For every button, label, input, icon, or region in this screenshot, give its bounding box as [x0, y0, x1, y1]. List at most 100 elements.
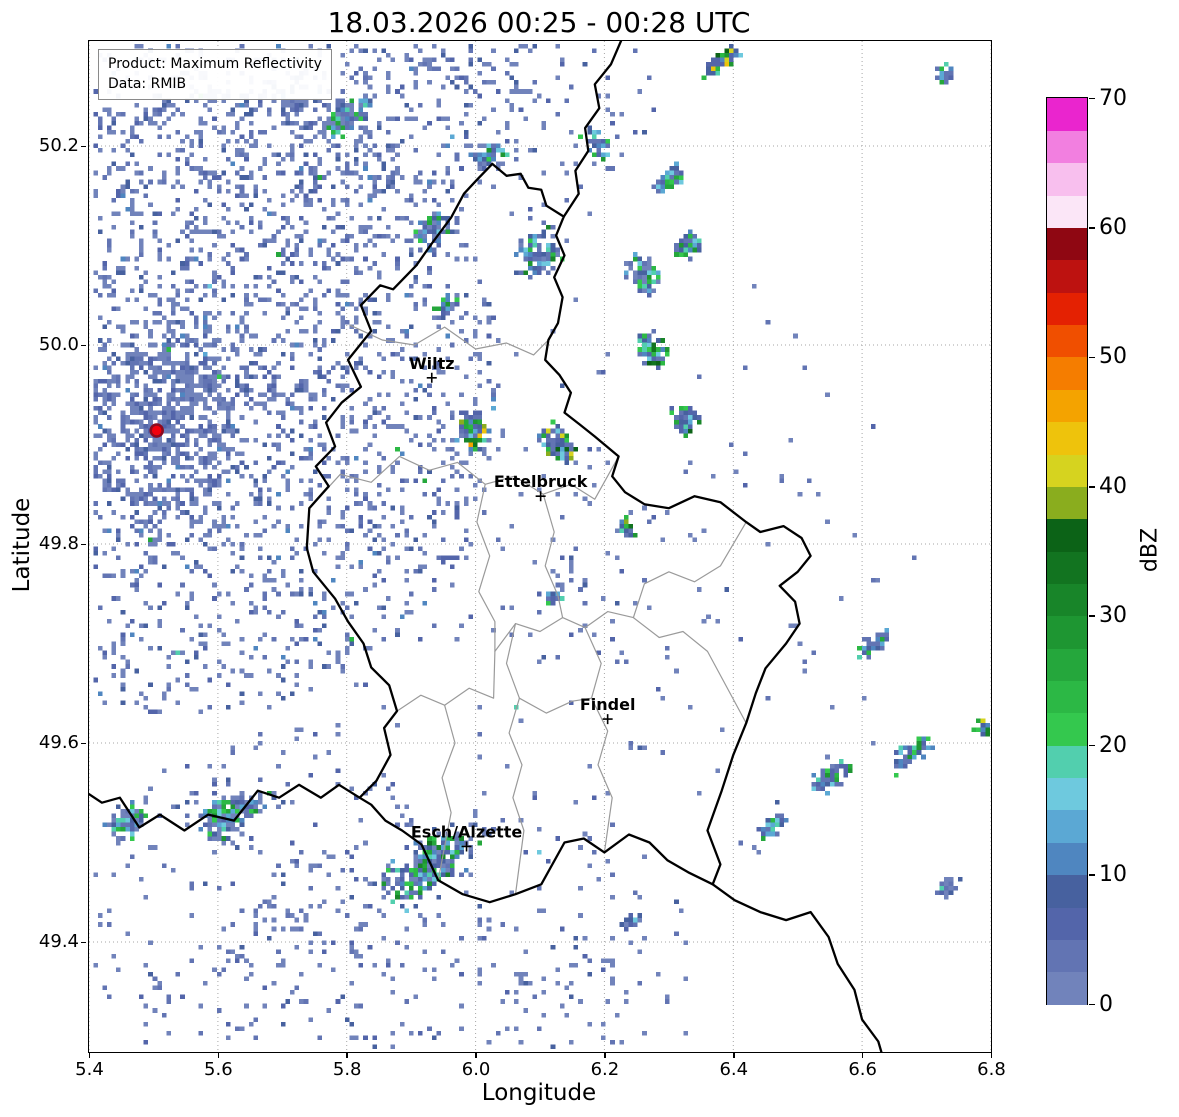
x-tick-mark: [604, 1053, 606, 1058]
district-border-line: [396, 611, 747, 724]
colorbar-band: [1047, 551, 1087, 584]
neighbor-border-line: [562, 41, 623, 218]
y-tick-label: 49.4: [38, 931, 79, 953]
colorbar-band: [1047, 259, 1087, 293]
city-plus-marker: [461, 841, 472, 852]
city-label: Ettelbruck: [494, 472, 588, 491]
y-tick-label: 49.8: [38, 533, 79, 555]
y-tick-label: 50.2: [38, 135, 79, 157]
y-tick-mark: [81, 941, 86, 944]
gridlines: [89, 41, 991, 1052]
colorbar-band: [1047, 745, 1087, 779]
colorbar-band: [1047, 486, 1087, 520]
colorbar-band: [1047, 292, 1087, 326]
y-tick-label: 49.6: [38, 732, 79, 754]
colorbar-band: [1047, 453, 1087, 487]
x-tick-mark: [346, 1053, 348, 1058]
colorbar: [1046, 97, 1088, 1005]
y-tick-mark: [81, 145, 86, 148]
colorbar-band: [1047, 809, 1087, 843]
x-tick-mark: [88, 1053, 91, 1058]
colorbar-band: [1047, 324, 1087, 358]
colorbar-band: [1047, 971, 1087, 1005]
y-tick-label: 50.0: [38, 334, 79, 356]
colorbar-tick-label: 30: [1099, 603, 1127, 629]
neighbor-border-line: [711, 883, 883, 1052]
luxembourg-border: [305, 162, 812, 904]
x-tick-mark: [475, 1053, 477, 1058]
x-tick-label: 5.8: [332, 1059, 362, 1080]
colorbar-band: [1047, 615, 1087, 649]
x-tick-label: 6.2: [590, 1059, 620, 1080]
x-tick-label: 5.4: [75, 1059, 104, 1080]
colorbar-band: [1047, 874, 1087, 908]
district-border-line: [505, 623, 525, 895]
colorbar-tick-mark: [1089, 1003, 1095, 1006]
country-borders: [89, 41, 883, 1052]
colorbar-tick-mark: [1089, 227, 1095, 229]
map-canvas: Wiltz Ettelbruck Findel Esch/Alzette: [89, 41, 991, 1052]
colorbar-tick-label: 50: [1099, 344, 1127, 370]
colorbar-tick-label: 10: [1099, 862, 1127, 888]
y-tick-mark: [81, 543, 86, 546]
district-border-line: [308, 455, 620, 509]
district-border-line: [476, 483, 496, 652]
colorbar-band: [1047, 227, 1087, 261]
colorbar-band: [1047, 356, 1087, 390]
district-border-line: [632, 521, 747, 619]
colorbar-band: [1047, 906, 1087, 940]
city-label: Esch/Alzette: [411, 822, 523, 841]
colorbar-tick-label: 60: [1099, 214, 1127, 240]
figure-title: 18.03.2026 00:25 - 00:28 UTC: [327, 6, 751, 39]
colorbar-band: [1047, 389, 1087, 423]
radar-site-marker: [149, 423, 164, 438]
district-border-line: [518, 697, 593, 714]
district-border-line: [349, 324, 549, 356]
y-tick-mark: [81, 344, 86, 347]
radar-echo-cells: [93, 43, 990, 1049]
colorbar-band: [1047, 583, 1087, 617]
y-tick-mark: [81, 742, 86, 745]
colorbar-band: [1047, 842, 1087, 876]
colorbar-tick-mark: [1089, 97, 1095, 100]
x-tick-label: 6.6: [848, 1059, 877, 1080]
radar-site-dot: [149, 423, 164, 438]
colorbar-label: dBZ: [1137, 527, 1163, 573]
city-plus-marker: [535, 491, 546, 502]
x-tick-mark: [861, 1053, 864, 1058]
x-tick-label: 6.4: [719, 1059, 749, 1080]
colorbar-tick-label: 0: [1099, 991, 1113, 1017]
district-border-line: [437, 704, 456, 881]
x-tick-label: 5.6: [204, 1059, 233, 1080]
colorbar-tick-mark: [1089, 486, 1095, 488]
x-tick-label: 6.0: [461, 1059, 491, 1080]
colorbar-band: [1047, 648, 1087, 682]
x-tick-mark: [733, 1053, 735, 1058]
colorbar-tick-mark: [1089, 615, 1095, 617]
colorbar-tick-mark: [1089, 356, 1095, 359]
product-line: Product: Maximum Reflectivity: [108, 56, 322, 72]
colorbar-band: [1047, 195, 1087, 229]
neighbor-border-line: [89, 783, 361, 832]
x-tick-mark: [990, 1053, 993, 1058]
x-axis-label: Longitude: [481, 1080, 597, 1106]
city-label: Wiltz: [409, 354, 455, 373]
x-tick-mark: [217, 1053, 220, 1058]
district-borders: [308, 324, 747, 895]
city-label: Findel: [580, 695, 636, 714]
colorbar-band: [1047, 98, 1087, 131]
city-plus-marker: [426, 372, 437, 383]
city-markers: Wiltz Ettelbruck Findel Esch/Alzette: [409, 354, 635, 852]
colorbar-band: [1047, 777, 1087, 811]
colorbar-band: [1047, 518, 1087, 552]
district-border-line: [584, 627, 613, 853]
colorbar-tick-label: 70: [1099, 85, 1127, 111]
colorbar-tick-mark: [1089, 874, 1095, 876]
colorbar-tick-mark: [1089, 744, 1095, 747]
colorbar-band: [1047, 130, 1087, 164]
data-source-line: Data: RMIB: [108, 76, 187, 93]
map-plot-area: Wiltz Ettelbruck Findel Esch/Alzette Produc…: [88, 40, 992, 1053]
district-border-line: [542, 493, 564, 619]
colorbar-band: [1047, 162, 1087, 196]
